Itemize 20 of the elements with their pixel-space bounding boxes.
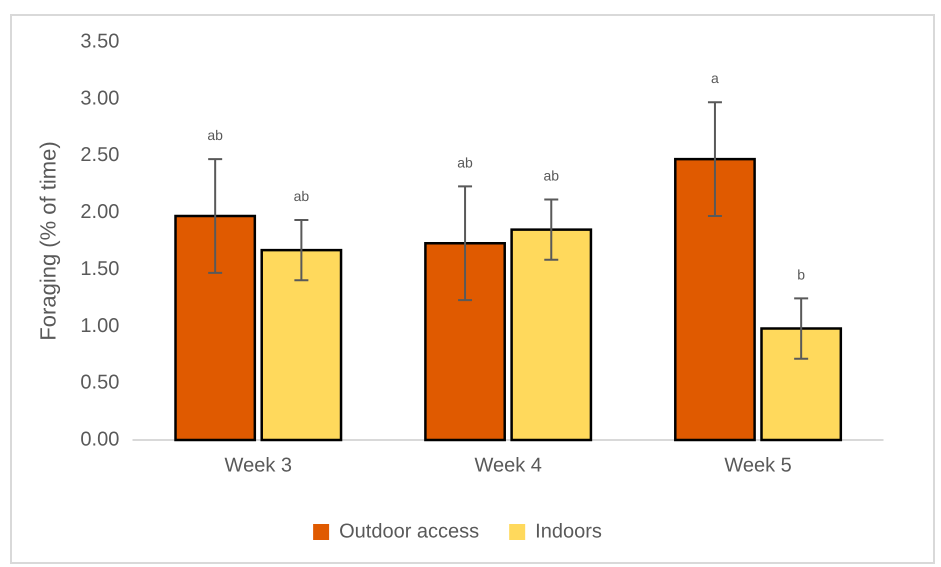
x-tick-label: Week 4 [474,454,542,477]
y-tick-label: 1.00 [80,314,120,337]
y-tick-label: 0.00 [80,428,120,451]
x-tick-label: Week 3 [224,454,292,477]
annotation: ab [543,167,560,184]
y-axis-title: Foraging (% of time) [35,141,60,341]
annotation: ab [294,188,310,204]
annotation: a [711,70,720,86]
y-tick-label: 3.00 [80,87,120,110]
legend-label: Indoors [535,520,602,543]
legend-label: Outdoor access [339,520,480,543]
y-tick-label: 3.50 [80,30,120,53]
x-tick-label: Week 5 [724,454,792,477]
annotation: ab [457,154,474,170]
y-tick-label: 1.50 [80,258,120,280]
annotation: ab [207,126,224,143]
y-tick-label: 2.50 [80,144,120,166]
y-tick-label: 0.50 [80,372,120,394]
annotation: b [797,266,806,282]
y-tick-label: 2.00 [80,201,120,224]
